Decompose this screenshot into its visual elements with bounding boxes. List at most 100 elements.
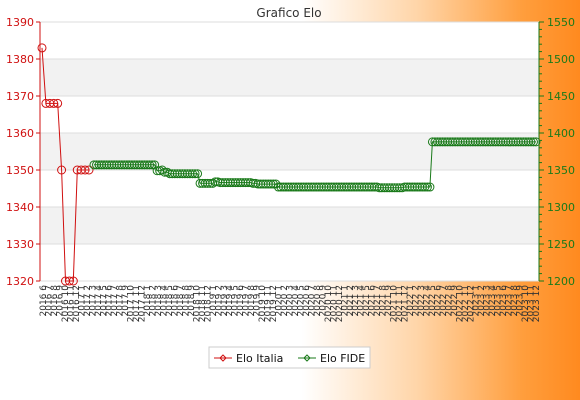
x-tick-label: 2018 3	[154, 285, 164, 317]
x-tick-label: 2023 11	[527, 285, 537, 322]
x-tick-label: 2021 4	[357, 285, 367, 317]
right-tick-label: 1250	[547, 238, 575, 251]
left-tick-label: 1390	[6, 16, 34, 29]
left-tick-label: 1370	[6, 90, 34, 103]
x-tick-label: 2023 1	[472, 285, 482, 317]
x-tick-label: 2020 8	[313, 285, 323, 317]
legend-swatch-marker	[219, 354, 227, 362]
data-point	[145, 160, 155, 170]
x-tick-label: 2022 3	[417, 285, 427, 317]
x-tick-label: 2022 2	[411, 285, 421, 317]
x-tick-label: 2023 9	[516, 285, 526, 317]
series-elo-italia	[37, 43, 94, 286]
x-tick-label: 2016 9	[55, 285, 65, 317]
legend-box	[208, 346, 371, 369]
x-tick-label: 2018 5	[165, 285, 175, 317]
x-tick-label: 2022 5	[428, 285, 438, 317]
x-tick-label: 2019 12	[269, 285, 279, 322]
series-layer	[37, 43, 541, 286]
x-tick-label: 2019 9	[253, 285, 263, 317]
data-point	[37, 43, 47, 53]
x-tick-label: 2019 11	[264, 285, 274, 322]
data-point	[193, 169, 203, 179]
data-point	[64, 276, 74, 286]
legend-item-elo-fide: Elo FIDE	[298, 352, 365, 365]
x-tick-label: 2018 6	[170, 285, 180, 317]
x-tick-label: 2021 8	[379, 285, 389, 317]
x-tick-label: 2021 11	[395, 285, 405, 322]
x-tick-label: 2018 1	[143, 285, 153, 317]
data-point	[80, 165, 90, 175]
x-tick-label: 2018 9	[187, 285, 197, 317]
left-tick-label: 1320	[6, 275, 34, 288]
x-tick-label: 2017 11	[132, 285, 142, 322]
x-tick-label: 2017 10	[127, 285, 137, 322]
x-tick-label: 2020 11	[329, 285, 339, 322]
legend-item-elo-italia: Elo Italia	[214, 352, 283, 365]
x-tick-label: 2016 6	[39, 285, 49, 317]
x-tick-label: 2020 3	[286, 285, 296, 317]
x-tick-label: 2018 10	[192, 285, 202, 322]
series-elo-fide	[89, 137, 541, 193]
data-point	[425, 182, 435, 192]
x-tick-label: 2017 7	[110, 285, 120, 317]
x-tick-label: 2019 3	[220, 285, 230, 317]
x-tick-label: 2022 11	[461, 285, 471, 322]
legend-label: Elo FIDE	[320, 352, 365, 365]
x-tick-label: 2016 7	[44, 285, 54, 317]
x-tick-label: 2020 9	[318, 285, 328, 317]
x-tick-label: 2022 1	[406, 285, 416, 317]
x-tick-label: 2021 1	[340, 285, 350, 317]
right-tick-label: 1400	[547, 127, 575, 140]
x-tick-label: 2022 10	[455, 285, 465, 322]
x-tick-label: 2021 2	[346, 285, 356, 317]
data-point	[528, 137, 538, 147]
right-tick-label: 1300	[547, 201, 575, 214]
x-tick-label: 2016 11	[66, 285, 76, 322]
x-tick-label: 2019 4	[225, 285, 235, 317]
x-tick-label: 2021 9	[384, 285, 394, 317]
x-tick-label: 2017 5	[99, 285, 109, 317]
x-tick-label: 2019 1	[209, 285, 219, 317]
x-tick-label: 2018 7	[176, 285, 186, 317]
x-tick-label: 2017 4	[94, 285, 104, 317]
x-tick-label: 2019 10	[258, 285, 268, 322]
x-tick-label: 2021 5	[362, 285, 372, 317]
left-tick-label: 1330	[6, 238, 34, 251]
x-tick-label: 2018 12	[203, 285, 213, 322]
x-tick-label: 2020 12	[335, 285, 345, 322]
x-tick-label: 2017 12	[138, 285, 148, 322]
x-tick-label: 2018 2	[149, 285, 159, 317]
x-tick-label: 2023 3	[483, 285, 493, 317]
left-tick-label: 1340	[6, 201, 34, 214]
data-point	[422, 182, 432, 192]
right-tick-label: 1200	[547, 275, 575, 288]
data-point	[147, 160, 157, 170]
x-tick-label: 2016 12	[72, 285, 82, 322]
x-tick-label: 2022 12	[466, 285, 476, 322]
x-tick-label: 2023 2	[477, 285, 487, 317]
grid	[40, 21, 539, 282]
x-tick-label: 2022 7	[439, 285, 449, 317]
data-point	[531, 137, 541, 147]
x-tick-label: 2019 2	[214, 285, 224, 317]
data-point	[150, 160, 160, 170]
grid-band	[40, 207, 539, 244]
x-tick-label: 2023 10	[521, 285, 531, 322]
x-tick-label: 2016 10	[61, 285, 71, 322]
x-tick-label: 2022 9	[450, 285, 460, 317]
x-tick-label: 2022 6	[433, 285, 443, 317]
x-tick-label: 2020 7	[307, 285, 317, 317]
x-tick-label: 2022 8	[444, 285, 454, 317]
x-tick-label: 2023 8	[510, 285, 520, 317]
x-tick-label: 2019 7	[242, 285, 252, 317]
left-tick-label: 1350	[6, 164, 34, 177]
data-point	[271, 179, 281, 189]
data-point	[420, 182, 430, 192]
x-tick-label: 2021 7	[373, 285, 383, 317]
right-tick-label: 1500	[547, 53, 575, 66]
left-axis: 1320 1330 1340 1350 1360 1370 1380 1390	[6, 16, 41, 288]
left-tick-label: 1360	[6, 127, 34, 140]
